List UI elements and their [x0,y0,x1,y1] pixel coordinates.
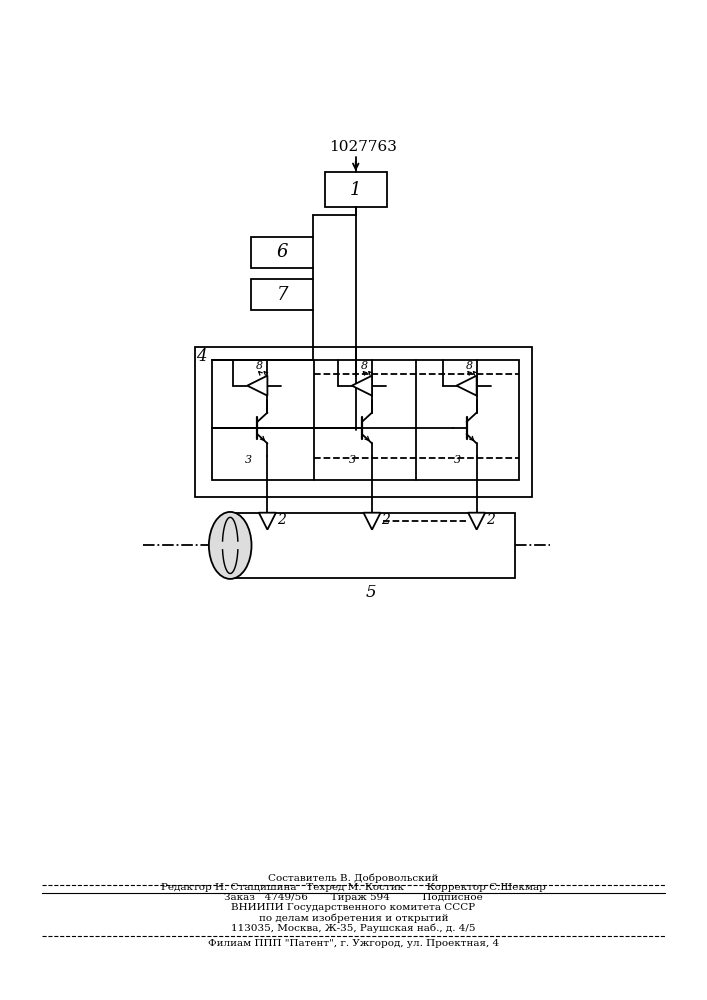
Bar [325,172,387,207]
Text: 5: 5 [366,584,377,601]
Text: 4: 4 [197,348,207,365]
Text: 1027763: 1027763 [329,140,397,154]
Text: 2: 2 [382,513,390,527]
Bar [195,347,532,497]
Text: Редактор Н. Стащишина   Техред М. Костик       Корректор С.Шекмар: Редактор Н. Стащишина Техред М. Костик К… [161,882,546,892]
Polygon shape [247,376,267,396]
Text: 2: 2 [277,513,286,527]
Text: Филиам ППП "Патент", г. Ужгород, ул. Проектная, 4: Филиам ППП "Патент", г. Ужгород, ул. Про… [208,938,499,948]
Text: ВНИИПИ Государственного комитета СССР: ВНИИПИ Государственного комитета СССР [231,904,476,912]
Text: 8: 8 [361,361,368,371]
Text: 8: 8 [465,361,472,371]
Text: 1: 1 [350,181,361,199]
Ellipse shape [209,512,252,579]
Polygon shape [352,376,372,396]
Text: Составитель В. Добровольский: Составитель В. Добровольский [269,873,438,883]
Text: 7: 7 [276,286,288,304]
Bar [230,513,515,578]
Text: 8: 8 [256,361,263,371]
Text: 113035, Москва, Ж-35, Раушская наб., д. 4/5: 113035, Москва, Ж-35, Раушская наб., д. … [231,923,476,933]
Bar [251,279,313,310]
Text: 6: 6 [276,243,288,261]
Bar [251,237,313,268]
Polygon shape [259,513,276,530]
Bar [212,360,518,480]
Polygon shape [363,513,380,530]
Text: по делам изобретения и открытий: по делам изобретения и открытий [259,913,448,923]
Text: 3: 3 [245,455,252,465]
Text: 3: 3 [454,455,461,465]
Text: 3: 3 [349,455,356,465]
Text: Заказ   4749/56       Тираж 594          Подписное: Заказ 4749/56 Тираж 594 Подписное [224,894,483,902]
Polygon shape [468,513,485,530]
Polygon shape [457,376,477,396]
Text: 2: 2 [486,513,495,527]
